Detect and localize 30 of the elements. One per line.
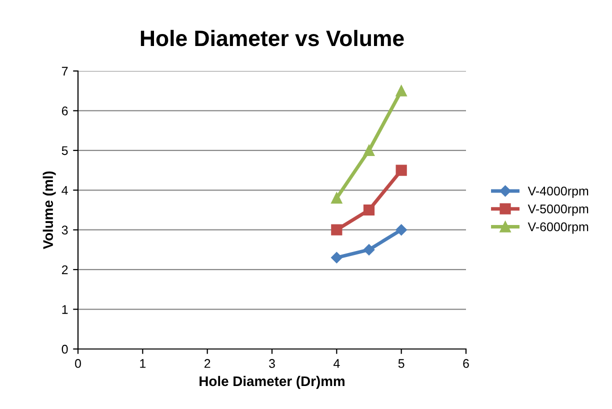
point (363, 244, 375, 256)
point (363, 144, 375, 156)
y-tick-label: 5 (62, 146, 68, 156)
x-tick-label: 2 (204, 359, 210, 368)
legend-label: V-6000rpm (528, 222, 588, 234)
point (331, 224, 342, 236)
x-tick-label: 3 (269, 359, 275, 368)
point (363, 204, 375, 216)
y-tick-label: 3 (62, 226, 68, 235)
y-axis-title: Volume (ml) (42, 171, 56, 250)
x-tick-label: 0 (75, 359, 81, 368)
point (331, 192, 342, 204)
y-tick-label: 7 (62, 66, 68, 76)
x-axis-title: Hole Diameter (Dr)mm (200, 376, 344, 389)
y-tick-label: 0 (62, 344, 68, 354)
x-tick-label: 4 (333, 359, 340, 368)
point (331, 252, 342, 264)
legend-label: V-4000rpm (528, 186, 588, 198)
chart-title: Hole Diameter vs Volume (140, 30, 404, 46)
y-tick-label: 2 (62, 265, 68, 274)
point (396, 164, 407, 176)
x-tick-label: 6 (463, 359, 469, 368)
y-tick-label: 1 (62, 305, 68, 314)
x-tick-label: 5 (398, 359, 404, 368)
point (396, 224, 407, 236)
point (396, 85, 407, 96)
legend-label: V-5000rpm (528, 204, 588, 216)
y-tick-label: 4 (62, 186, 68, 195)
y-tick-label: 6 (62, 106, 68, 116)
x-tick-label: 1 (140, 359, 146, 368)
